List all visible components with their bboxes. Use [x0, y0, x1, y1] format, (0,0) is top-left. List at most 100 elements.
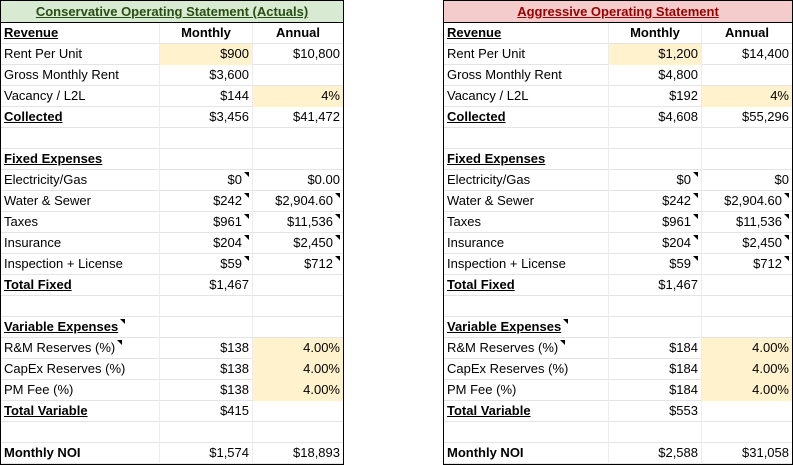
label-cell[interactable]: Taxes: [1, 212, 159, 233]
monthly-cell[interactable]: [608, 149, 701, 170]
label-cell[interactable]: Taxes: [444, 212, 608, 233]
label-cell[interactable]: Revenue: [1, 23, 159, 44]
label-cell[interactable]: R&M Reserves (%): [1, 338, 159, 359]
annual-cell[interactable]: 4%: [252, 86, 343, 107]
annual-cell[interactable]: [701, 317, 792, 338]
monthly-cell[interactable]: $204: [159, 233, 252, 254]
annual-cell[interactable]: $2,450: [252, 233, 343, 254]
annual-cell[interactable]: $11,536: [252, 212, 343, 233]
label-cell[interactable]: [1, 296, 159, 317]
label-cell[interactable]: PM Fee (%): [1, 380, 159, 401]
monthly-cell[interactable]: $961: [608, 212, 701, 233]
annual-cell[interactable]: 4.00%: [252, 380, 343, 401]
label-cell[interactable]: [444, 128, 608, 149]
label-cell[interactable]: Total Variable: [1, 401, 159, 422]
monthly-cell[interactable]: [159, 128, 252, 149]
monthly-cell[interactable]: $192: [608, 86, 701, 107]
monthly-cell[interactable]: $204: [608, 233, 701, 254]
annual-cell[interactable]: $41,472: [252, 107, 343, 128]
annual-cell[interactable]: [701, 422, 792, 443]
monthly-cell[interactable]: $184: [608, 380, 701, 401]
statement-title[interactable]: Aggressive Operating Statement: [444, 1, 792, 23]
annual-cell[interactable]: $0: [701, 170, 792, 191]
monthly-cell[interactable]: [608, 422, 701, 443]
monthly-cell[interactable]: $1,574: [159, 443, 252, 464]
monthly-cell[interactable]: $0: [608, 170, 701, 191]
label-cell[interactable]: Gross Monthly Rent: [1, 65, 159, 86]
label-cell[interactable]: Fixed Expenses: [1, 149, 159, 170]
label-cell[interactable]: Total Fixed: [444, 275, 608, 296]
label-cell[interactable]: [444, 296, 608, 317]
monthly-cell[interactable]: [608, 128, 701, 149]
monthly-cell[interactable]: $138: [159, 338, 252, 359]
label-cell[interactable]: Electricity/Gas: [1, 170, 159, 191]
label-cell[interactable]: Inspection + License: [1, 254, 159, 275]
annual-cell[interactable]: 4.00%: [252, 359, 343, 380]
annual-cell[interactable]: [701, 296, 792, 317]
annual-cell[interactable]: $55,296: [701, 107, 792, 128]
label-cell[interactable]: Total Variable: [444, 401, 608, 422]
monthly-cell[interactable]: $900: [159, 44, 252, 65]
annual-cell[interactable]: $712: [252, 254, 343, 275]
label-cell[interactable]: [1, 422, 159, 443]
monthly-cell[interactable]: $553: [608, 401, 701, 422]
label-cell[interactable]: Monthly NOI: [444, 443, 608, 464]
monthly-cell[interactable]: $4,608: [608, 107, 701, 128]
monthly-cell[interactable]: Monthly: [159, 23, 252, 44]
monthly-cell[interactable]: $144: [159, 86, 252, 107]
annual-cell[interactable]: $10,800: [252, 44, 343, 65]
annual-cell[interactable]: 4%: [701, 86, 792, 107]
monthly-cell[interactable]: $4,800: [608, 65, 701, 86]
label-cell[interactable]: Vacancy / L2L: [444, 86, 608, 107]
label-cell[interactable]: Collected: [1, 107, 159, 128]
annual-cell[interactable]: [252, 317, 343, 338]
label-cell[interactable]: Variable Expenses: [1, 317, 159, 338]
label-cell[interactable]: Total Fixed: [1, 275, 159, 296]
label-cell[interactable]: R&M Reserves (%): [444, 338, 608, 359]
monthly-cell[interactable]: [159, 317, 252, 338]
annual-cell[interactable]: 4.00%: [252, 338, 343, 359]
monthly-cell[interactable]: $1,467: [159, 275, 252, 296]
annual-cell[interactable]: [252, 128, 343, 149]
monthly-cell[interactable]: [159, 149, 252, 170]
monthly-cell[interactable]: $1,200: [608, 44, 701, 65]
annual-cell[interactable]: $11,536: [701, 212, 792, 233]
annual-cell[interactable]: 4.00%: [701, 380, 792, 401]
annual-cell[interactable]: [252, 275, 343, 296]
annual-cell[interactable]: [701, 275, 792, 296]
annual-cell[interactable]: [701, 149, 792, 170]
label-cell[interactable]: PM Fee (%): [444, 380, 608, 401]
monthly-cell[interactable]: $415: [159, 401, 252, 422]
label-cell[interactable]: Rent Per Unit: [444, 44, 608, 65]
annual-cell[interactable]: Annual: [252, 23, 343, 44]
annual-cell[interactable]: $2,904.60: [252, 191, 343, 212]
annual-cell[interactable]: [252, 422, 343, 443]
monthly-cell[interactable]: $0: [159, 170, 252, 191]
label-cell[interactable]: CapEx Reserves (%): [1, 359, 159, 380]
label-cell[interactable]: [444, 422, 608, 443]
label-cell[interactable]: Monthly NOI: [1, 443, 159, 464]
label-cell[interactable]: Insurance: [444, 233, 608, 254]
label-cell[interactable]: Vacancy / L2L: [1, 86, 159, 107]
label-cell[interactable]: Revenue: [444, 23, 608, 44]
monthly-cell[interactable]: Monthly: [608, 23, 701, 44]
label-cell[interactable]: Variable Expenses: [444, 317, 608, 338]
label-cell[interactable]: Inspection + License: [444, 254, 608, 275]
monthly-cell[interactable]: $184: [608, 359, 701, 380]
monthly-cell[interactable]: $3,456: [159, 107, 252, 128]
monthly-cell[interactable]: $242: [159, 191, 252, 212]
monthly-cell[interactable]: $3,600: [159, 65, 252, 86]
annual-cell[interactable]: 4.00%: [701, 359, 792, 380]
annual-cell[interactable]: [252, 149, 343, 170]
label-cell[interactable]: [1, 128, 159, 149]
annual-cell[interactable]: $18,893: [252, 443, 343, 464]
monthly-cell[interactable]: $59: [159, 254, 252, 275]
label-cell[interactable]: Gross Monthly Rent: [444, 65, 608, 86]
label-cell[interactable]: Water & Sewer: [1, 191, 159, 212]
monthly-cell[interactable]: [159, 422, 252, 443]
annual-cell[interactable]: 4.00%: [701, 338, 792, 359]
label-cell[interactable]: Insurance: [1, 233, 159, 254]
annual-cell[interactable]: [252, 401, 343, 422]
monthly-cell[interactable]: $184: [608, 338, 701, 359]
monthly-cell[interactable]: $242: [608, 191, 701, 212]
